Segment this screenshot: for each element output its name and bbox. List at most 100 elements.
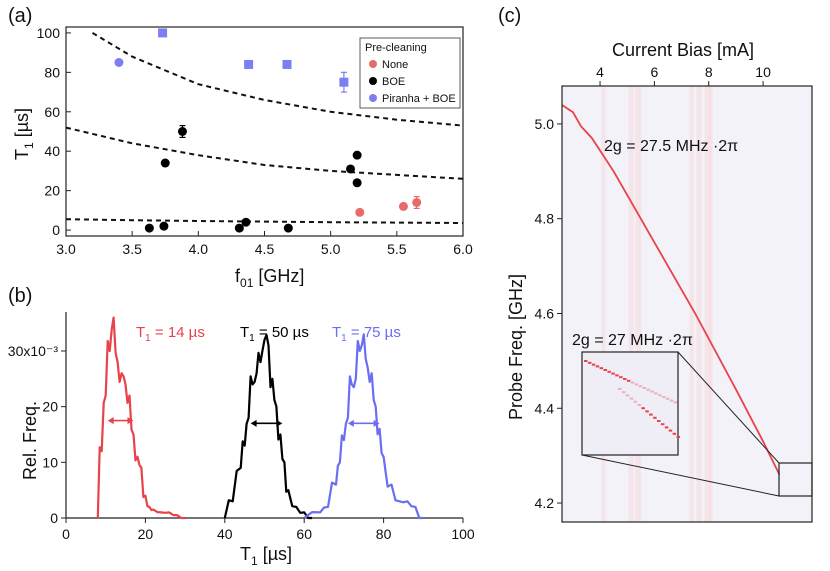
plot-frame-c — [561, 85, 813, 523]
x-tick-label-a: 5.5 — [387, 241, 407, 257]
y-tick-label-c: 4.2 — [535, 495, 555, 511]
y-ticks-c: 4.2 4.4 4.6 4.8 5.0 — [535, 116, 562, 511]
inset-connector-bottom — [581, 454, 780, 497]
data-point — [346, 164, 356, 174]
panel-label-a: (a) — [8, 5, 32, 27]
fit-curve — [91, 32, 464, 127]
panel-a: 3.0 3.5 4.0 4.5 5.0 5.5 6.0 0 20 40 60 80 100 f01 [… — [12, 25, 473, 290]
y-axis-label-a: T1 [µs] — [12, 108, 36, 160]
inset-trace-segment — [650, 390, 654, 393]
legend-marker-piranha — [369, 94, 377, 102]
legend-label-none: None — [382, 59, 408, 71]
inset-trace-segment — [649, 413, 653, 416]
data-point — [355, 207, 365, 217]
background-stripe — [696, 86, 702, 522]
data-point — [241, 217, 251, 227]
inset-trace-segment — [619, 376, 623, 379]
inset-trace-segment — [658, 394, 662, 397]
x-tick-label-a: 4.0 — [189, 241, 209, 257]
x-tick-label-b: 100 — [451, 526, 475, 542]
y-tick-label-a: 40 — [44, 143, 60, 159]
panel-label-c: (c) — [498, 5, 521, 27]
background-stripe — [628, 86, 634, 522]
inset-connector-top — [677, 351, 780, 464]
coupling-annotation-main: 2g = 27.5 MHz ·2π — [604, 138, 738, 155]
data-point — [352, 150, 362, 160]
histogram-trace — [303, 333, 424, 520]
y-tick-label-b: 20 — [42, 399, 58, 415]
inset-trace-segment — [591, 363, 596, 366]
data-point — [114, 57, 124, 67]
data-point-square — [158, 28, 168, 38]
inset-trace-segment — [660, 423, 665, 426]
y-tick-label-a: 60 — [44, 104, 60, 120]
data-point — [159, 221, 169, 231]
y-tick-label-a: 0 — [52, 222, 60, 238]
inset-trace-segment — [584, 360, 588, 362]
inset-trace-segment — [615, 374, 619, 377]
inset-trace-segment — [634, 383, 639, 386]
panel-c: 4 6 8 10 4.24.44.64.85.0 Current Bias [mA] … — [506, 40, 813, 523]
inset-trace-segment — [623, 378, 627, 380]
y-axis-label-c: Probe Freq. [GHz] — [506, 274, 526, 420]
inset-trace-segment — [673, 401, 678, 404]
x-tick-label-b: 40 — [217, 526, 233, 542]
inset-trace-segment — [630, 381, 635, 384]
points-a — [114, 28, 422, 233]
y-tick-label-b: 10 — [42, 454, 58, 470]
y-tick-label-c: 4.4 — [535, 400, 555, 416]
x-tick-label-b: 80 — [376, 526, 392, 542]
x-tick-label-a: 3.0 — [56, 241, 76, 257]
x-tick-label-a: 4.5 — [255, 241, 275, 257]
x-ticks-a: 3.0 3.5 4.0 4.5 5.0 5.5 6.0 — [56, 231, 473, 257]
fwhm-arrows-b — [107, 417, 380, 427]
data-point — [177, 127, 187, 136]
coupling-annotation-inset: 2g = 27 MHz ·2π — [572, 332, 693, 349]
fit-curve — [65, 126, 464, 180]
y-tick-label-c: 5.0 — [535, 116, 555, 132]
inset-trace-segment — [641, 407, 645, 410]
y-tick-label-a: 20 — [44, 183, 60, 199]
inset-trace-segment — [662, 396, 666, 398]
x-tick-label-c: 4 — [596, 64, 604, 80]
arrow-head — [250, 419, 257, 427]
background-stripe — [708, 86, 713, 522]
data-point — [352, 178, 362, 188]
histograms-b — [96, 316, 424, 520]
y-tick-label-a: 100 — [37, 25, 61, 41]
inset-trace-segment — [625, 394, 630, 397]
data-point — [234, 223, 244, 233]
y-tick-label-b: 0 — [50, 510, 58, 526]
legend-label-piranha: Piranha + BOE — [382, 93, 456, 105]
y-tick-label-c: 4.6 — [535, 305, 555, 321]
x-tick-label-c: 10 — [755, 64, 771, 80]
x-tick-label-c: 8 — [705, 64, 713, 80]
x-ticks-b: 0 20 40 60 80 100 — [62, 518, 475, 542]
inset-trace-segment — [672, 432, 677, 435]
inset-trace-segment — [587, 361, 592, 364]
x-tick-label-b: 60 — [296, 526, 312, 542]
data-point-square — [244, 59, 254, 69]
x-tick-label-a: 3.5 — [122, 241, 142, 257]
inset-source-region — [778, 462, 813, 497]
background-stripe — [601, 86, 606, 522]
inset-trace-segment — [626, 379, 631, 382]
y-tick-label-c: 4.8 — [535, 211, 555, 227]
panel-b: 0 20 40 60 80 100 0 10 20 30x10⁻³ T1 = 14 µs T1 … — [8, 312, 475, 568]
t1-label-black: T1 = 50 µs — [240, 324, 309, 344]
t1-label-blue: T1 = 75 µs — [332, 324, 401, 344]
fit-curve — [65, 218, 464, 224]
inset-trace-segment — [611, 372, 615, 375]
inset-trace-segment — [669, 399, 674, 402]
inset-trace-segment — [657, 420, 661, 422]
inset-trace-segment — [603, 369, 607, 371]
background-stripe — [704, 86, 711, 522]
arrow-head — [373, 419, 380, 427]
curves-a — [65, 32, 464, 224]
inset-trace-segment — [599, 367, 604, 370]
y-ticks-a: 0 20 40 60 80 100 — [37, 25, 71, 238]
panel-label-b: (b) — [8, 285, 32, 307]
inset-trace-segment — [638, 385, 643, 388]
inset-trace-segment — [642, 387, 646, 389]
data-point — [160, 158, 170, 168]
